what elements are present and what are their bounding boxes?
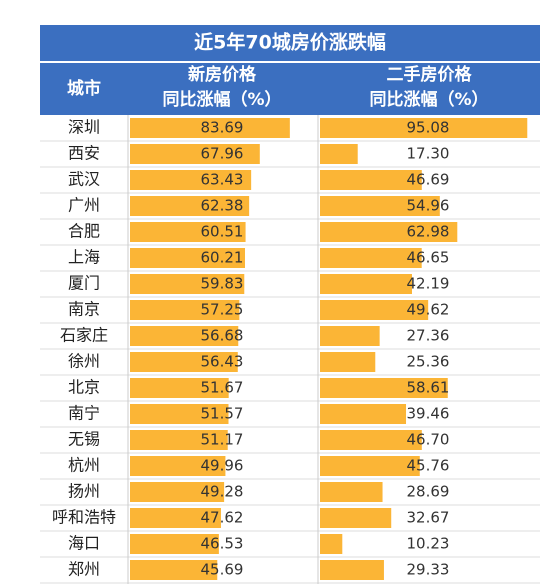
bar [130,560,218,580]
bar [130,404,229,424]
value-label: 46.70 [407,431,450,449]
bar [130,456,226,476]
value-label: 45.76 [407,457,450,475]
value-label: 25.36 [407,353,450,371]
bar [130,248,246,268]
bar [130,118,290,138]
category-label: 广州 [68,196,100,215]
category-label: 杭州 [68,456,100,475]
bar [130,326,239,346]
value-label: 46.53 [201,535,244,553]
value-label: 17.30 [407,145,450,163]
bar [320,378,448,398]
bar [320,144,358,164]
category-label: 南京 [68,300,100,319]
bar [320,430,422,450]
bar [130,196,250,216]
value-label: 47.62 [201,509,244,527]
value-label: 56.43 [201,353,244,371]
value-label: 32.67 [407,509,450,527]
bar [320,456,420,476]
series-header: 二手房价格 同比涨幅（%） [369,65,489,110]
value-label: 59.83 [201,275,244,293]
category-label: 北京 [68,378,100,397]
bar [320,326,380,346]
series-header: 新房价格 同比涨幅（%） [162,65,282,110]
category-label: 海口 [68,534,100,553]
bar [130,144,260,164]
value-label: 95.08 [407,119,450,137]
category-label: 徐州 [68,352,100,371]
bar [130,482,225,502]
bar [130,170,252,190]
bar [130,430,228,450]
value-label: 51.57 [201,405,244,423]
bar [130,534,219,554]
bar [320,248,422,268]
value-label: 67.96 [201,145,244,163]
value-label: 29.33 [407,561,450,579]
category-label: 无锡 [68,430,100,449]
category-label: 扬州 [68,482,100,501]
bar [320,170,422,190]
bar [320,560,384,580]
value-label: 39.46 [407,405,450,423]
value-label: 56.68 [201,327,244,345]
value-label: 51.67 [201,379,244,397]
bar [130,274,245,294]
bar [130,222,246,242]
value-label: 51.17 [201,431,244,449]
value-label: 60.51 [201,223,244,241]
bar [130,300,240,320]
bar [320,300,429,320]
bar [320,534,343,554]
value-label: 49.28 [201,483,244,501]
bar [320,222,458,242]
value-label: 42.19 [407,275,450,293]
category-label: 呼和浩特 [52,508,116,527]
bar [320,274,412,294]
category-label: 合肥 [68,222,100,241]
value-label: 62.38 [201,197,244,215]
value-label: 27.36 [407,327,450,345]
category-label: 深圳 [68,118,100,137]
value-label: 49.96 [201,457,244,475]
category-label: 厦门 [68,274,100,293]
value-label: 58.61 [407,379,450,397]
value-label: 57.25 [201,301,244,319]
category-label: 石家庄 [60,326,108,345]
value-label: 28.69 [407,483,450,501]
bar [130,378,229,398]
bar [130,508,221,528]
category-label: 武汉 [68,170,100,189]
title: 近5年70城房价涨跌幅 [194,31,386,54]
bar [320,404,407,424]
value-label: 63.43 [201,171,244,189]
value-label: 46.65 [407,249,450,267]
value-label: 49.62 [407,301,450,319]
header-bg [40,25,540,115]
value-label: 60.21 [201,249,244,267]
value-label: 54.96 [407,197,450,215]
bar [320,482,383,502]
bar [320,508,392,528]
category-label: 西安 [68,144,100,163]
category-label: 郑州 [68,560,100,579]
category-label: 上海 [68,248,100,267]
value-label: 10.23 [407,535,450,553]
value-label: 45.69 [201,561,244,579]
category-label: 南宁 [68,404,100,423]
bar [320,196,440,216]
category-header: 城市 [67,78,101,99]
value-label: 46.69 [407,171,450,189]
value-label: 83.69 [201,119,244,137]
bar [320,352,376,372]
value-label: 62.98 [407,223,450,241]
bar [130,352,238,372]
bar [320,118,528,138]
